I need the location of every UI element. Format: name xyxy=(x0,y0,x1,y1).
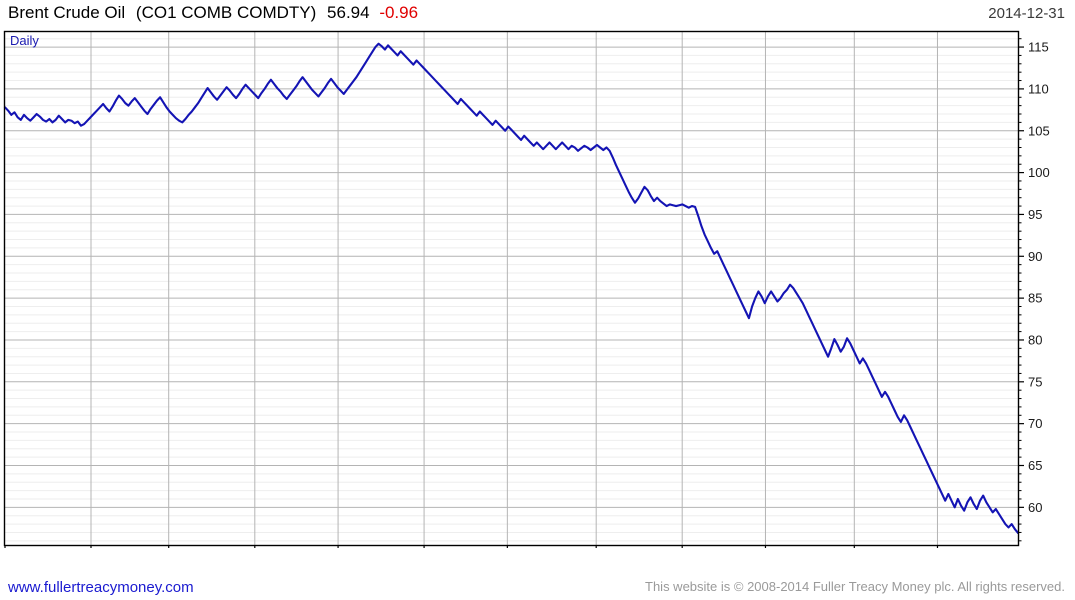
svg-text:75: 75 xyxy=(1028,374,1042,389)
copyright-notice: This website is © 2008-2014 Fuller Treac… xyxy=(645,579,1065,594)
minor-gridlines xyxy=(5,38,1018,542)
svg-text:100: 100 xyxy=(1028,165,1050,180)
svg-text:80: 80 xyxy=(1028,332,1042,347)
instrument-name: Brent Crude Oil xyxy=(8,3,126,22)
price-line-series xyxy=(3,42,1020,534)
y-axis-labels: 60 65 70 75 80 85 90 95 100 105 110 115 xyxy=(1028,40,1050,515)
frequency-label: Daily xyxy=(10,33,39,48)
svg-text:85: 85 xyxy=(1028,291,1042,306)
site-url-link[interactable]: www.fullertreacymoney.com xyxy=(8,579,194,596)
svg-text:65: 65 xyxy=(1028,458,1042,473)
svg-text:105: 105 xyxy=(1028,123,1050,138)
svg-text:60: 60 xyxy=(1028,500,1042,515)
last-price: 56.94 xyxy=(327,3,370,22)
svg-text:90: 90 xyxy=(1028,249,1042,264)
price-change: -0.96 xyxy=(379,3,419,22)
svg-text:115: 115 xyxy=(1028,40,1049,55)
svg-text:70: 70 xyxy=(1028,416,1042,431)
page-title: Brent Crude Oil (CO1 COMB COMDTY) 56.94 … xyxy=(8,3,418,23)
chart-header: Brent Crude Oil (CO1 COMB COMDTY) 56.94 … xyxy=(0,0,1075,28)
as-of-date: 2014-12-31 xyxy=(988,5,1065,22)
svg-text:110: 110 xyxy=(1028,81,1049,96)
ticker-symbol: (CO1 COMB COMDTY) xyxy=(135,3,317,22)
plot-frame-border xyxy=(3,30,1020,547)
chart-footer: www.fullertreacymoney.com This website i… xyxy=(0,572,1075,600)
svg-text:95: 95 xyxy=(1028,207,1042,222)
major-gridlines xyxy=(5,46,1018,508)
